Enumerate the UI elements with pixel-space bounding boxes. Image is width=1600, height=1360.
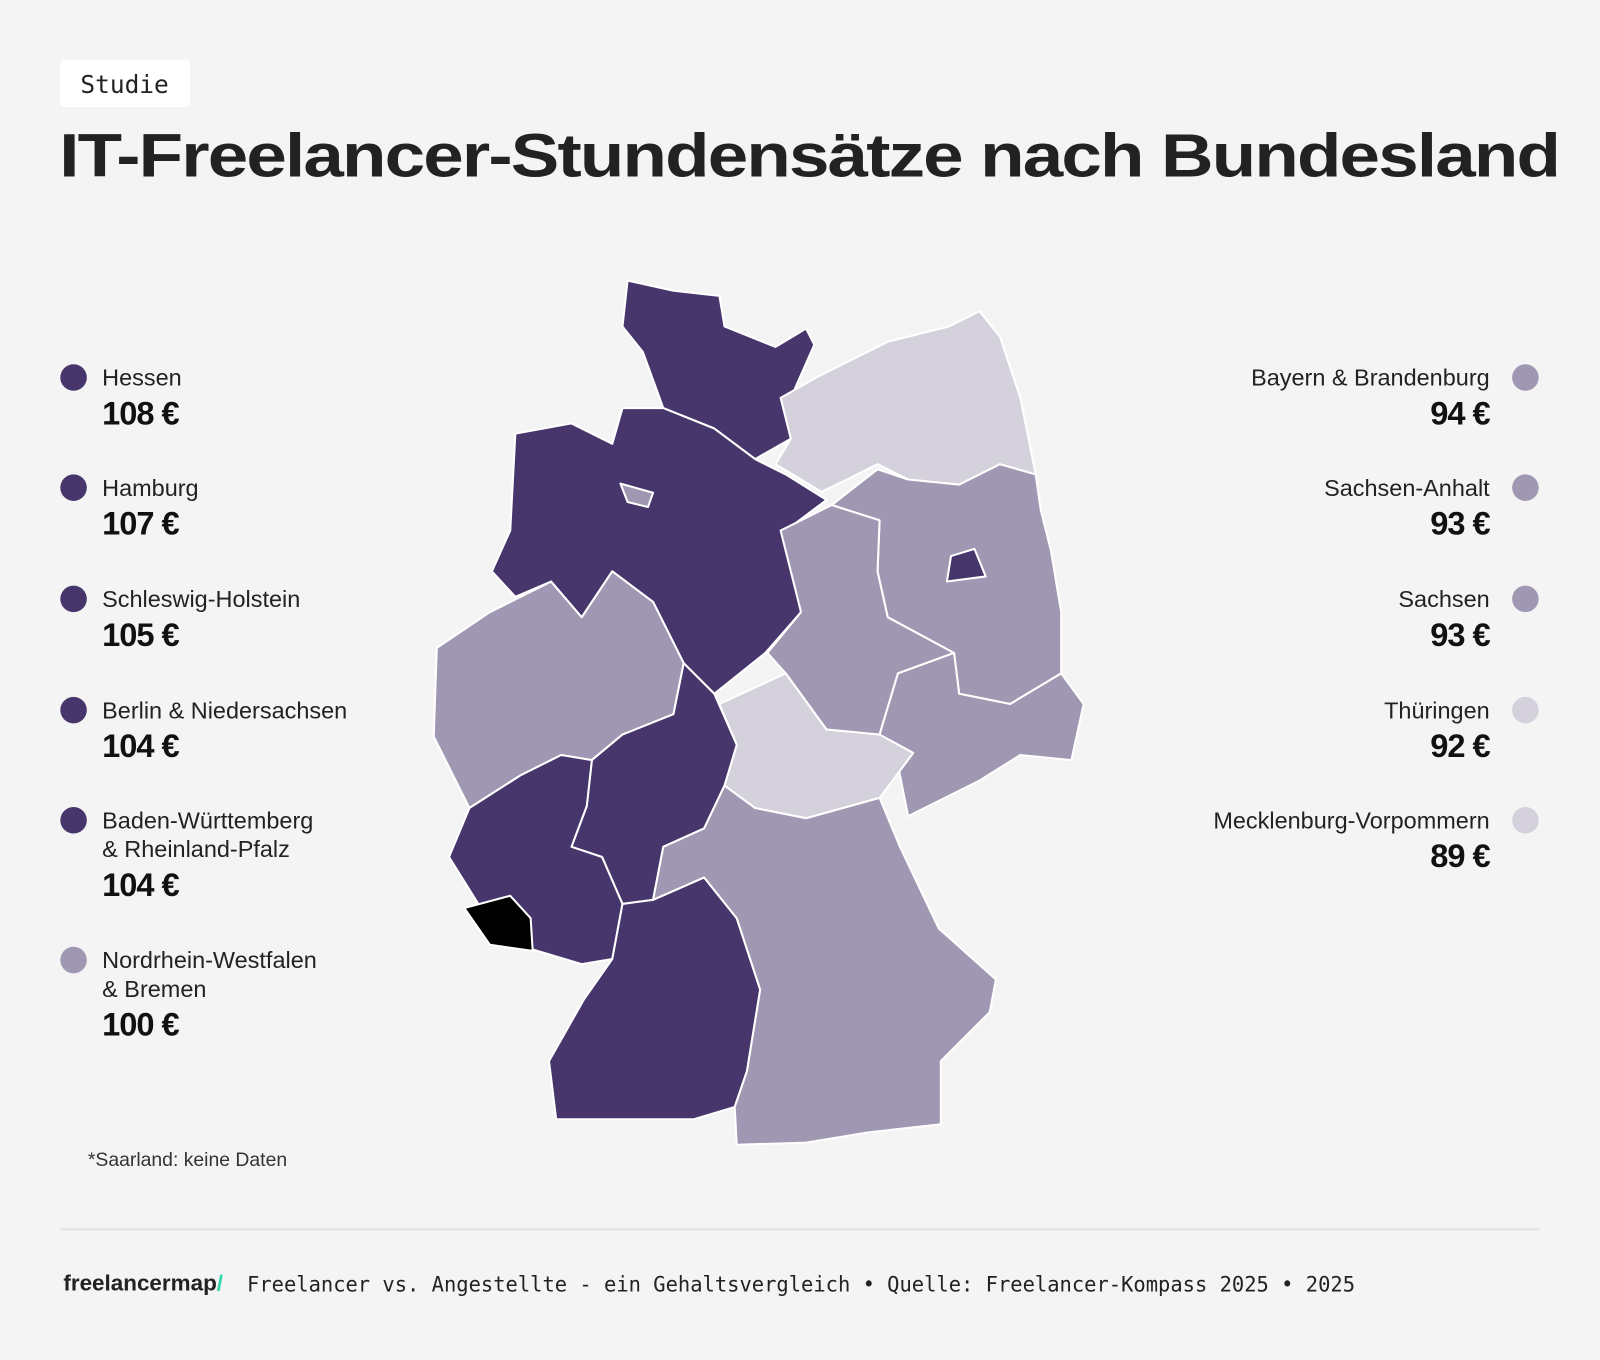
legend-value: 107 €: [102, 505, 179, 542]
legend-label: Hessen: [102, 365, 182, 391]
title: IT-Freelancer-Stundensätze nach Bundesla…: [59, 122, 1559, 190]
note: *Saarland: keine Daten: [88, 1149, 287, 1171]
legend-swatch: [1512, 585, 1539, 613]
legend-value: 92 €: [1430, 727, 1490, 764]
region-saarland: [463, 894, 534, 952]
legend-value: 108 €: [102, 394, 179, 431]
region-bayern: [652, 784, 997, 1146]
legend-label: Mecklenburg-Vorpommern: [1213, 807, 1489, 833]
legend-label: Berlin & Niedersachsen: [102, 697, 347, 723]
legend-label: & Bremen: [102, 976, 206, 1002]
region-bremen: [619, 482, 655, 509]
legend-value: 104 €: [102, 866, 179, 903]
legend-value: 93 €: [1430, 505, 1490, 542]
legend-swatch: [1512, 364, 1539, 391]
legend-label: Bayern & Brandenburg: [1251, 365, 1490, 391]
tag: Studie: [80, 70, 168, 99]
legend-label: Sachsen: [1398, 586, 1489, 612]
legend-label: & Rheinland-Pfalz: [102, 836, 290, 862]
legend-label: Nordrhein-Westfalen: [102, 947, 317, 973]
legend-swatch: [1512, 807, 1539, 834]
legend-value: 105 €: [102, 616, 179, 653]
legend-swatch: [60, 696, 87, 724]
legend-label: Schleswig-Holstein: [102, 586, 300, 612]
legend-label: Thüringen: [1384, 697, 1490, 723]
legend-label: Baden-Württemberg: [102, 807, 313, 833]
legend-swatch: [60, 474, 87, 501]
tag-box: [60, 60, 190, 108]
logo-mark: /: [217, 1271, 224, 1296]
legend: Hessen 108 € Hamburg 107 € Schleswig-Holstei…: [60, 364, 1539, 1043]
legend-value: 100 €: [102, 1006, 179, 1043]
legend-value: 89 €: [1430, 837, 1490, 874]
legend-swatch: [1512, 696, 1539, 724]
legend-swatch: [60, 364, 87, 391]
legend-label: Hamburg: [102, 475, 198, 501]
germany-map: [432, 279, 1085, 1146]
legend-swatch: [60, 585, 87, 613]
legend-value: 104 €: [102, 727, 179, 764]
legend-label: Sachsen-Anhalt: [1324, 475, 1490, 501]
logo-text: freelancermap: [63, 1271, 216, 1296]
region-berlin: [945, 547, 987, 583]
legend-swatch: [60, 807, 87, 834]
footer-text: Freelancer vs. Angestellte - ein Gehalts…: [247, 1273, 1355, 1298]
legend-swatch: [1512, 474, 1539, 501]
legend-value: 93 €: [1430, 616, 1490, 653]
region-sachsen: [878, 651, 1085, 818]
legend-value: 94 €: [1430, 394, 1490, 431]
legend-swatch: [60, 946, 87, 974]
logo: freelancermap/: [63, 1271, 223, 1296]
